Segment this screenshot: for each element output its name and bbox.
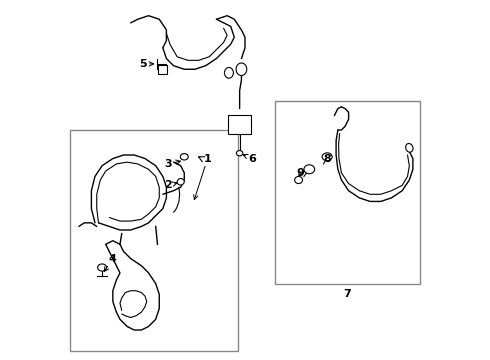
Ellipse shape	[237, 150, 243, 156]
Text: 8: 8	[323, 154, 331, 163]
Ellipse shape	[406, 144, 413, 152]
Text: 4: 4	[104, 253, 117, 271]
Bar	[275, 102, 420, 284]
Text: 7: 7	[343, 289, 351, 299]
Text: 5: 5	[139, 59, 154, 69]
Ellipse shape	[322, 153, 332, 161]
Ellipse shape	[236, 63, 247, 76]
Bar	[228, 115, 251, 134]
Text: 9: 9	[296, 168, 304, 178]
Ellipse shape	[177, 179, 184, 185]
Ellipse shape	[98, 264, 107, 271]
Ellipse shape	[180, 154, 188, 160]
Text: 6: 6	[243, 154, 256, 163]
Ellipse shape	[304, 165, 315, 174]
Ellipse shape	[294, 176, 302, 184]
Bar	[158, 65, 167, 74]
Ellipse shape	[224, 67, 233, 78]
Text: 2: 2	[164, 180, 177, 190]
Text: 3: 3	[164, 159, 180, 169]
Bar	[70, 130, 238, 351]
Text: 1: 1	[194, 154, 211, 199]
